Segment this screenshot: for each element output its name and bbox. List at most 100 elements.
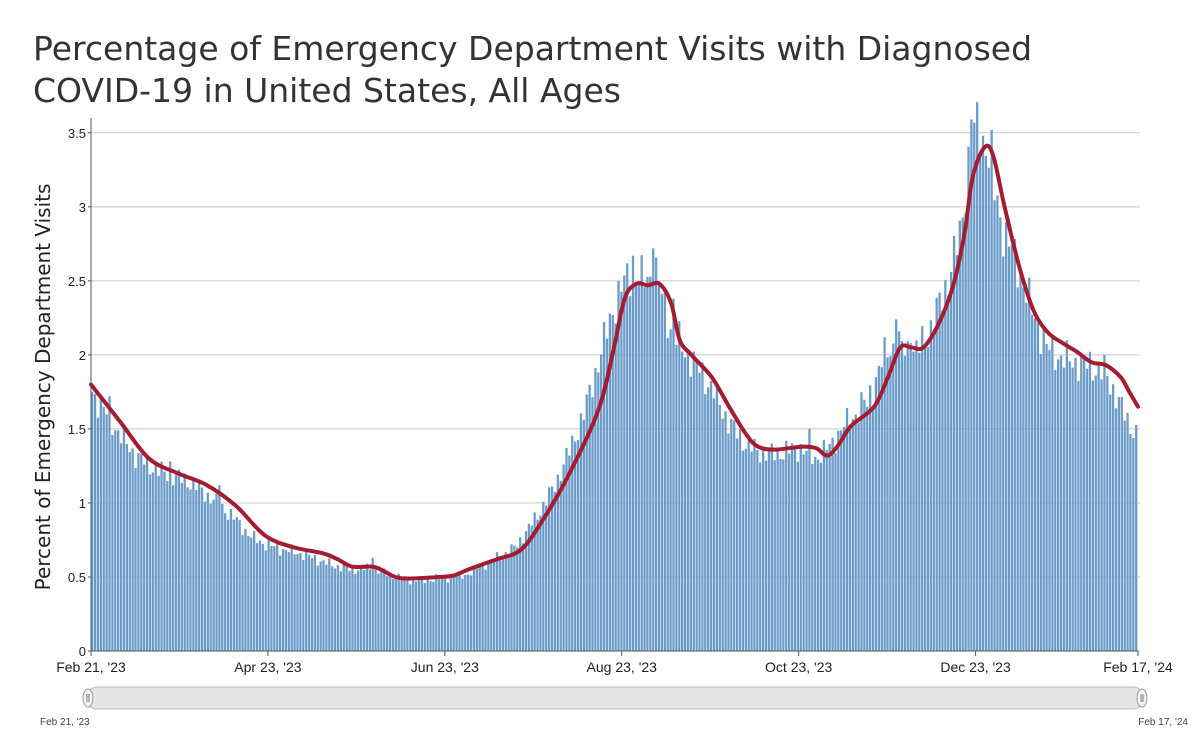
bar[interactable] xyxy=(426,578,429,651)
bar[interactable] xyxy=(212,499,215,651)
bar[interactable] xyxy=(244,528,247,651)
bar[interactable] xyxy=(932,332,935,651)
bar[interactable] xyxy=(678,321,681,651)
bar[interactable] xyxy=(1022,288,1025,651)
bar[interactable] xyxy=(504,552,507,651)
bar[interactable] xyxy=(704,394,707,651)
bar[interactable] xyxy=(114,430,117,651)
bar[interactable] xyxy=(1033,318,1037,651)
bar[interactable] xyxy=(866,406,869,651)
bar[interactable] xyxy=(449,575,452,651)
bar[interactable] xyxy=(342,564,345,651)
bar[interactable] xyxy=(822,439,826,651)
bar[interactable] xyxy=(915,340,918,651)
bar[interactable] xyxy=(756,450,759,651)
bar[interactable] xyxy=(255,543,259,651)
bar[interactable] xyxy=(359,565,363,651)
bar[interactable] xyxy=(475,568,478,651)
bar[interactable] xyxy=(290,544,293,651)
bar[interactable] xyxy=(302,559,305,651)
bar[interactable] xyxy=(814,456,817,651)
bar[interactable] xyxy=(588,384,591,651)
bar[interactable] xyxy=(663,291,666,651)
bar[interactable] xyxy=(952,235,956,651)
bar[interactable] xyxy=(420,576,424,651)
bar[interactable] xyxy=(747,436,750,651)
bar[interactable] xyxy=(171,485,175,651)
bar[interactable] xyxy=(215,493,218,651)
bar[interactable] xyxy=(1100,379,1103,651)
bar[interactable] xyxy=(976,102,979,652)
bar[interactable] xyxy=(692,351,695,651)
bar[interactable] xyxy=(978,156,982,651)
bar[interactable] xyxy=(487,560,490,651)
bar[interactable] xyxy=(365,563,369,651)
bar[interactable] xyxy=(805,450,808,651)
bar[interactable] xyxy=(950,272,953,651)
navigator-left-handle[interactable] xyxy=(82,688,94,708)
bar[interactable] xyxy=(137,453,140,651)
bar[interactable] xyxy=(785,440,788,651)
bar[interactable] xyxy=(258,540,262,651)
bar[interactable] xyxy=(371,557,374,651)
bar[interactable] xyxy=(967,146,970,652)
bar[interactable] xyxy=(516,547,519,651)
bar[interactable] xyxy=(880,367,883,651)
bar[interactable] xyxy=(1071,367,1074,651)
bar[interactable] xyxy=(733,420,736,651)
bar[interactable] xyxy=(409,584,412,651)
bar[interactable] xyxy=(614,323,617,651)
bar[interactable] xyxy=(1013,238,1016,652)
bar[interactable] xyxy=(299,553,302,651)
bar[interactable] xyxy=(1042,329,1045,651)
bar[interactable] xyxy=(423,583,426,651)
bar[interactable] xyxy=(1030,314,1034,651)
bar[interactable] xyxy=(284,549,288,651)
bar[interactable] xyxy=(701,362,704,651)
bar[interactable] xyxy=(281,548,285,651)
bar[interactable] xyxy=(683,357,687,651)
bar[interactable] xyxy=(675,344,678,651)
bar[interactable] xyxy=(125,444,128,651)
bar[interactable] xyxy=(250,537,253,651)
bar[interactable] xyxy=(1007,246,1011,652)
bar[interactable] xyxy=(91,391,94,651)
bar[interactable] xyxy=(1114,408,1118,651)
bar[interactable] xyxy=(947,295,950,651)
bar[interactable] xyxy=(507,555,510,651)
bar[interactable] xyxy=(310,558,314,651)
bar[interactable] xyxy=(287,552,290,651)
bar[interactable] xyxy=(773,460,776,651)
bar[interactable] xyxy=(539,515,542,651)
bar[interactable] xyxy=(446,582,450,651)
bar[interactable] xyxy=(252,530,256,651)
bar[interactable] xyxy=(498,560,502,651)
bar[interactable] xyxy=(429,581,432,651)
bar[interactable] xyxy=(160,461,163,651)
bar[interactable] xyxy=(582,419,585,651)
bar[interactable] xyxy=(1025,302,1028,651)
bar[interactable] xyxy=(412,578,415,651)
bar[interactable] xyxy=(1045,343,1048,651)
bar[interactable] xyxy=(96,417,100,651)
navigator-right-handle[interactable] xyxy=(1136,688,1148,708)
bar[interactable] xyxy=(198,481,201,651)
bar[interactable] xyxy=(776,448,779,651)
bar[interactable] xyxy=(296,554,299,651)
bar[interactable] xyxy=(345,565,348,651)
bar[interactable] xyxy=(750,451,753,651)
bar[interactable] xyxy=(735,438,739,651)
bar[interactable] xyxy=(837,430,840,651)
bar[interactable] xyxy=(316,565,319,651)
bar[interactable] xyxy=(1036,322,1040,651)
bar[interactable] xyxy=(712,398,716,651)
bar[interactable] xyxy=(652,248,655,652)
bar[interactable] xyxy=(224,513,227,651)
bar[interactable] xyxy=(1059,355,1063,651)
bar[interactable] xyxy=(970,119,973,652)
bar[interactable] xyxy=(698,372,701,651)
bar[interactable] xyxy=(174,474,178,651)
bar[interactable] xyxy=(235,517,238,651)
bar[interactable] xyxy=(730,418,733,651)
bar[interactable] xyxy=(608,313,612,651)
